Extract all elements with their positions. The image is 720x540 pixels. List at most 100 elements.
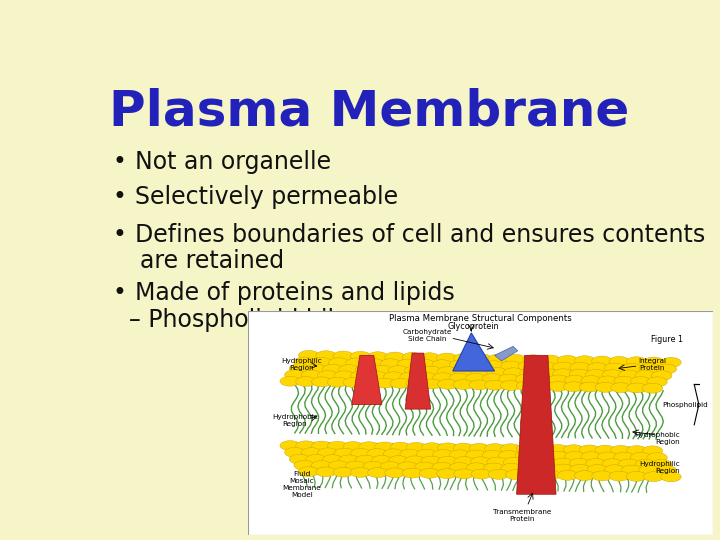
Circle shape	[614, 376, 634, 386]
Circle shape	[518, 463, 539, 474]
Circle shape	[312, 441, 332, 451]
Circle shape	[311, 461, 332, 470]
Circle shape	[334, 448, 354, 458]
Circle shape	[485, 380, 505, 390]
Circle shape	[333, 351, 354, 361]
Circle shape	[499, 450, 519, 461]
Circle shape	[449, 463, 469, 472]
Circle shape	[505, 354, 526, 364]
Circle shape	[540, 470, 560, 480]
Circle shape	[505, 470, 526, 480]
Circle shape	[351, 371, 371, 381]
Text: Fluid
Mosaic
Membrane
Model: Fluid Mosaic Membrane Model	[282, 471, 321, 498]
Circle shape	[296, 441, 316, 451]
Circle shape	[536, 368, 557, 379]
Circle shape	[626, 357, 647, 367]
Circle shape	[436, 469, 457, 478]
Circle shape	[306, 455, 326, 464]
Circle shape	[470, 457, 491, 467]
Circle shape	[390, 379, 410, 388]
Circle shape	[621, 465, 642, 475]
Circle shape	[575, 471, 595, 481]
Circle shape	[548, 375, 569, 385]
Circle shape	[280, 376, 300, 386]
Circle shape	[367, 449, 387, 458]
Circle shape	[436, 353, 457, 363]
Text: Glycoprotein: Glycoprotein	[448, 322, 500, 330]
Circle shape	[570, 458, 590, 468]
Polygon shape	[516, 355, 556, 494]
Circle shape	[322, 455, 343, 464]
Circle shape	[484, 463, 504, 473]
Text: •: •	[112, 185, 126, 210]
Circle shape	[380, 359, 400, 369]
Circle shape	[609, 356, 629, 366]
Circle shape	[631, 376, 651, 387]
Circle shape	[639, 465, 660, 475]
Circle shape	[318, 370, 338, 380]
Circle shape	[419, 468, 440, 478]
Circle shape	[388, 366, 408, 375]
Circle shape	[626, 471, 647, 481]
Circle shape	[367, 372, 387, 381]
Circle shape	[602, 459, 623, 469]
Circle shape	[570, 362, 590, 372]
Text: Hydrophilic
Region: Hydrophilic Region	[639, 461, 680, 474]
Text: are retained: are retained	[140, 248, 284, 273]
Circle shape	[328, 461, 349, 471]
Circle shape	[553, 464, 573, 474]
Circle shape	[644, 471, 664, 482]
Circle shape	[618, 459, 639, 469]
Circle shape	[501, 361, 521, 371]
Circle shape	[400, 449, 420, 459]
Circle shape	[346, 358, 366, 368]
Circle shape	[581, 452, 601, 462]
Circle shape	[432, 360, 452, 369]
Circle shape	[644, 357, 664, 367]
Circle shape	[503, 457, 523, 467]
Circle shape	[482, 450, 503, 460]
Circle shape	[500, 444, 521, 454]
Circle shape	[652, 460, 672, 469]
Circle shape	[359, 442, 379, 451]
Circle shape	[438, 443, 458, 453]
Circle shape	[280, 441, 300, 450]
Circle shape	[635, 459, 655, 469]
Circle shape	[453, 380, 474, 389]
Circle shape	[327, 377, 348, 387]
Circle shape	[661, 472, 681, 482]
Circle shape	[536, 362, 556, 372]
Circle shape	[661, 357, 681, 367]
Circle shape	[380, 462, 400, 471]
Circle shape	[374, 442, 395, 452]
Circle shape	[316, 351, 336, 361]
Circle shape	[415, 360, 435, 369]
Text: – Phospholipid bilayer: – Phospholipid bilayer	[129, 308, 387, 332]
Circle shape	[564, 445, 584, 455]
Circle shape	[296, 376, 316, 387]
Text: Carbohydrate
Side Chain: Carbohydrate Side Chain	[402, 329, 452, 342]
Circle shape	[388, 456, 408, 465]
Circle shape	[406, 442, 426, 453]
Circle shape	[598, 452, 618, 462]
Circle shape	[454, 367, 474, 377]
Circle shape	[626, 383, 647, 393]
Circle shape	[652, 370, 672, 381]
Circle shape	[338, 455, 359, 465]
Circle shape	[351, 468, 371, 477]
Circle shape	[422, 443, 442, 453]
FancyBboxPatch shape	[248, 310, 713, 535]
Circle shape	[614, 452, 634, 462]
Circle shape	[355, 455, 376, 465]
Circle shape	[587, 363, 608, 373]
Circle shape	[604, 465, 625, 475]
Circle shape	[397, 462, 418, 472]
Circle shape	[626, 446, 647, 456]
Circle shape	[587, 464, 608, 475]
Circle shape	[438, 379, 458, 389]
Text: Plasma Membrane Structural Components: Plasma Membrane Structural Components	[390, 314, 572, 323]
Circle shape	[338, 364, 359, 375]
Circle shape	[581, 376, 601, 386]
Circle shape	[402, 468, 423, 478]
Circle shape	[579, 445, 600, 455]
